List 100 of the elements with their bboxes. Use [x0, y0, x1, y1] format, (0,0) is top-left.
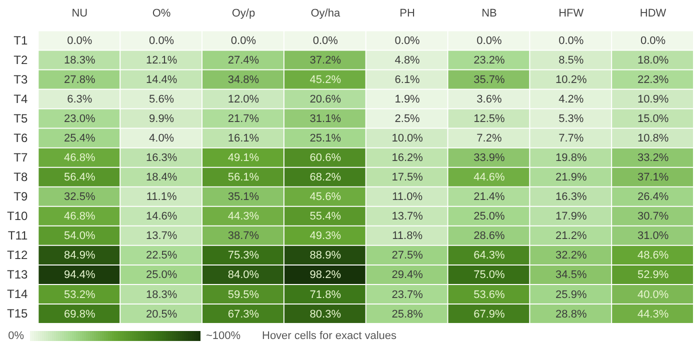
data-label: 44.3%: [228, 210, 260, 223]
y-tick-label: T5: [14, 111, 28, 126]
data-label: 16.3%: [556, 191, 587, 204]
y-tick-label: T14: [6, 287, 28, 302]
data-label: 33.2%: [637, 152, 669, 164]
data-label: 2.5%: [394, 113, 420, 126]
data-label: 53.2%: [64, 288, 96, 301]
data-label: 59.5%: [228, 288, 260, 301]
y-tick-label: T8: [14, 170, 28, 184]
data-label: 27.5%: [392, 250, 424, 262]
data-label: 6.1%: [394, 74, 420, 86]
data-label: 27.4%: [228, 54, 260, 67]
data-label: 21.7%: [228, 113, 260, 126]
data-label: 56.4%: [64, 172, 96, 184]
data-label: 56.1%: [228, 172, 260, 184]
data-label: 27.8%: [64, 74, 96, 86]
data-label: 37.2%: [310, 54, 342, 67]
data-label: 7.7%: [558, 132, 584, 145]
y-tick-label: T12: [6, 248, 28, 262]
data-label: 13.7%: [392, 210, 424, 223]
data-label: 8.5%: [558, 54, 584, 67]
data-label: 98.2%: [310, 269, 342, 282]
data-label: 17.5%: [392, 172, 424, 184]
data-label: 18.0%: [637, 54, 669, 67]
data-label: 75.0%: [474, 269, 506, 282]
y-tick-label: T1: [14, 33, 28, 48]
data-label: 0.0%: [149, 34, 174, 47]
y-tick-label: T9: [14, 189, 28, 204]
data-label: 34.8%: [228, 74, 260, 86]
x-tick-label: HDW: [640, 8, 667, 20]
data-label: 25.0%: [146, 269, 178, 282]
data-label: 23.0%: [64, 113, 96, 126]
data-label: 45.6%: [310, 191, 342, 204]
data-label: 21.9%: [556, 172, 587, 184]
x-tick-label: Oy/p: [232, 8, 256, 20]
data-label: 54.0%: [64, 230, 96, 242]
data-label: 25.0%: [474, 210, 506, 223]
y-tick-label: T6: [14, 130, 28, 145]
data-label: 21.4%: [474, 191, 506, 204]
data-label: 4.8%: [394, 54, 420, 67]
data-label: 15.0%: [637, 113, 669, 126]
data-label: 18.3%: [64, 54, 96, 67]
data-label: 60.6%: [310, 152, 342, 164]
data-label: 10.9%: [637, 94, 669, 106]
data-label: 25.8%: [392, 308, 424, 320]
data-label: 84.9%: [64, 250, 96, 262]
data-label: 46.8%: [64, 210, 96, 223]
y-tick-label: T13: [6, 268, 28, 282]
data-label: 23.2%: [474, 54, 506, 67]
data-label: 48.6%: [637, 250, 669, 262]
y-tick-label: T4: [14, 92, 28, 106]
data-label: 32.2%: [556, 250, 587, 262]
data-label: 44.6%: [474, 172, 506, 184]
data-label: 18.3%: [146, 288, 178, 301]
data-label: 71.8%: [310, 288, 342, 301]
text: 0%: [8, 330, 24, 342]
data-label: 10.2%: [556, 74, 587, 86]
data-label: 16.3%: [146, 152, 178, 164]
data-label: 67.3%: [228, 308, 260, 320]
data-label: 10.8%: [637, 132, 669, 145]
data-label: 12.5%: [474, 113, 506, 126]
data-label: 30.7%: [637, 210, 669, 223]
data-label: 45.2%: [310, 74, 342, 86]
data-label: 18.4%: [146, 172, 178, 184]
data-label: 16.2%: [392, 152, 424, 164]
data-label: 46.8%: [64, 152, 96, 164]
x-tick-label: NU: [72, 8, 88, 20]
data-label: 0.0%: [558, 34, 584, 47]
data-label: 20.5%: [146, 308, 178, 320]
data-label: 31.0%: [637, 230, 669, 242]
data-label: 75.3%: [228, 250, 260, 262]
data-label: 32.5%: [64, 191, 96, 204]
data-label: 31.1%: [310, 113, 342, 126]
data-label: 29.4%: [392, 269, 424, 282]
x-tick-label: PH: [400, 8, 415, 20]
data-label: 20.6%: [310, 94, 342, 106]
data-label: 33.9%: [474, 152, 506, 164]
data-label: 35.7%: [474, 74, 506, 86]
data-label: 0.0%: [476, 34, 502, 47]
x-tick-label: HFW: [558, 8, 584, 20]
x-tick-label: O%: [152, 8, 171, 20]
data-label: 94.4%: [64, 269, 96, 282]
data-label: 28.8%: [556, 308, 587, 320]
text: Hover cells for exact values: [262, 330, 397, 342]
data-label: 22.3%: [637, 74, 669, 86]
data-label: 68.2%: [310, 172, 342, 184]
data-label: 23.7%: [392, 288, 424, 301]
data-label: 53.6%: [474, 288, 506, 301]
data-label: 0.0%: [230, 34, 256, 47]
y-tick-label: T15: [6, 306, 28, 321]
data-label: 14.4%: [146, 74, 178, 86]
data-label: 21.2%: [556, 230, 587, 242]
data-label: 25.4%: [64, 132, 96, 145]
data-label: 88.9%: [310, 250, 342, 262]
data-label: 28.6%: [474, 230, 506, 242]
data-label: 49.1%: [228, 152, 260, 164]
data-label: 22.5%: [146, 250, 178, 262]
data-label: 0.0%: [640, 34, 666, 47]
data-label: 1.9%: [394, 94, 420, 106]
data-label: 9.9%: [149, 113, 174, 126]
